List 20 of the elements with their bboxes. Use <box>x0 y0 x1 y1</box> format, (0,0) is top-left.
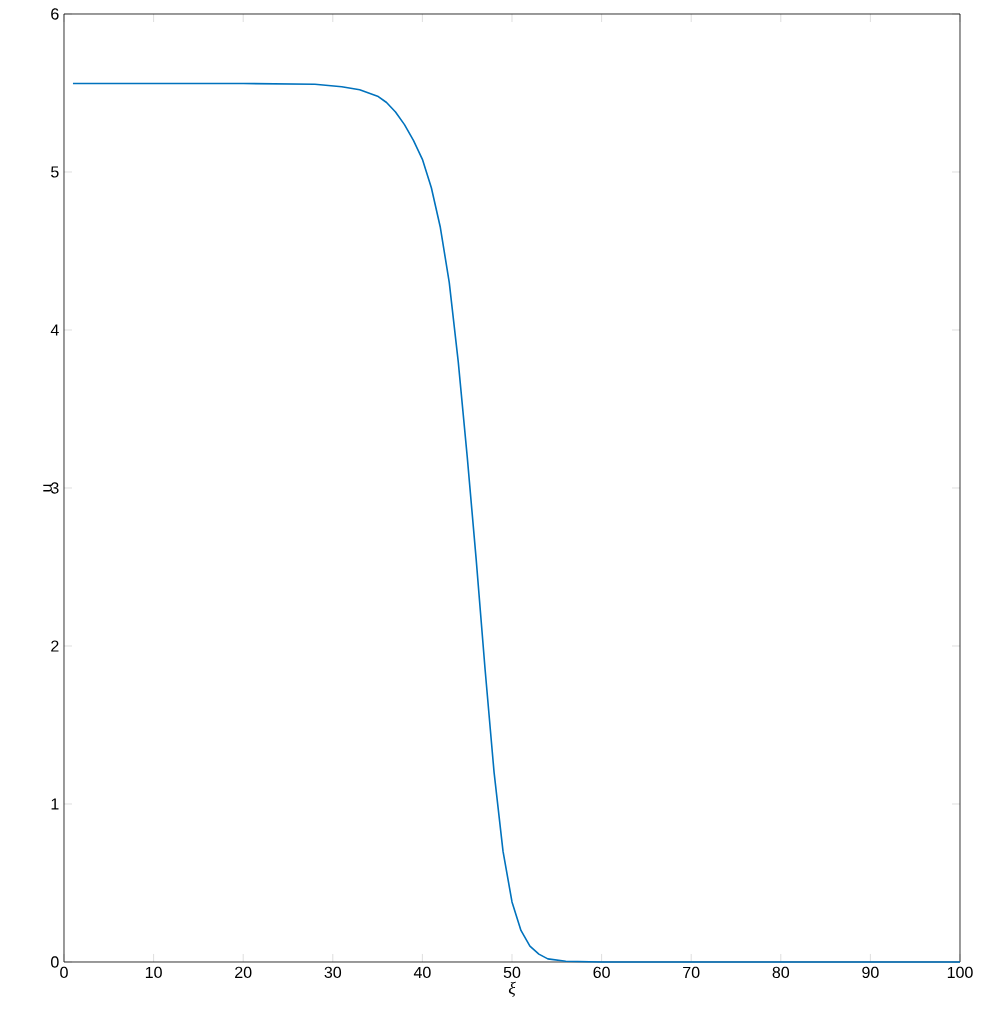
x-tick-label: 90 <box>862 966 879 979</box>
y-tick-label: 0 <box>51 956 59 968</box>
x-tick-label: 70 <box>683 966 700 979</box>
y-tick-label: 4 <box>50 324 59 336</box>
y-tick-label: 5 <box>51 166 59 178</box>
y-tick-label: 2 <box>51 640 59 652</box>
y-tick-label: 3 <box>51 482 59 494</box>
x-tick-label: 30 <box>324 966 342 979</box>
y-axis-title: u <box>43 484 52 492</box>
x-axis-title: ξ <box>508 981 516 998</box>
x-tick-label: 100 <box>947 966 973 979</box>
x-tick-label: 80 <box>772 966 790 979</box>
x-tick-label: 60 <box>593 966 610 979</box>
x-tick-label: 40 <box>413 966 431 979</box>
x-tick-label: 0 <box>60 966 68 979</box>
x-tick-label: 50 <box>503 966 521 979</box>
y-tick-label: 6 <box>51 8 59 20</box>
x-tick-label: 10 <box>145 966 162 979</box>
y-tick-label: 1 <box>51 798 59 810</box>
x-tick-label: 20 <box>235 966 252 979</box>
